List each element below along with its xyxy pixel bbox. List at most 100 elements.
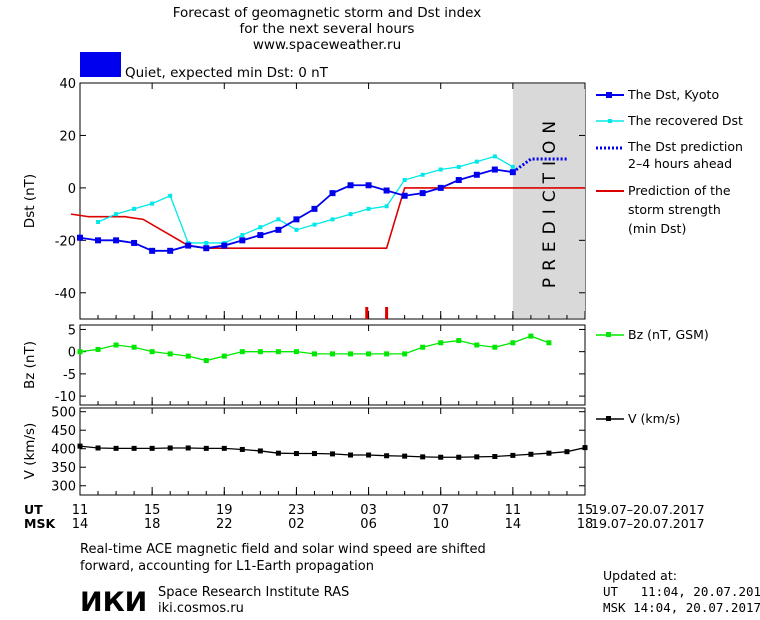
kyoto-dst-line <box>79 168 513 252</box>
recovered-dst-point <box>330 217 335 222</box>
bz-point <box>113 342 119 348</box>
recovered-dst-point <box>240 233 245 238</box>
kyoto-dst-point <box>113 237 120 244</box>
msk-tick-label: 10 <box>432 517 449 532</box>
ut-axis-label: UT <box>24 502 43 517</box>
recovered-dst-point <box>402 178 407 183</box>
kyoto-dst-point <box>401 192 408 199</box>
bz-line <box>79 335 550 362</box>
kyoto-dst-point <box>383 187 390 194</box>
legend-kyoto: The Dst, Kyoto <box>627 87 719 102</box>
bz-panel-frame <box>79 324 586 406</box>
bz-point <box>149 349 155 355</box>
status-text: Quiet, expected min Dst: 0 nT <box>125 65 329 81</box>
legend-bz: Bz (nT, GSM) <box>628 327 709 342</box>
ut-tick-label: 07 <box>432 503 449 518</box>
ut-tick-label: 19 <box>216 503 233 518</box>
prediction-label: PREDICTION <box>540 114 560 288</box>
bz-point <box>546 340 552 346</box>
v-point <box>275 450 281 456</box>
legend-storm-1: Prediction of the <box>628 183 731 198</box>
recovered-dst-point <box>96 219 101 224</box>
status-swatch <box>80 52 121 77</box>
bz-point <box>402 351 408 357</box>
bz-point <box>167 351 173 357</box>
legend-recovered: The recovered Dst <box>627 113 743 128</box>
v-point <box>528 451 534 457</box>
dst-plot <box>70 154 585 319</box>
legend-prediction-1: The Dst prediction <box>627 139 743 154</box>
dst-prediction-line <box>511 157 567 174</box>
kyoto-dst-point <box>239 237 246 244</box>
kyoto-dst-point <box>167 247 174 254</box>
recovered-dst-line <box>97 155 514 244</box>
v-point <box>221 445 227 451</box>
recovered-dst-point <box>384 204 389 209</box>
institute-url[interactable]: iki.cosmos.ru <box>158 601 244 616</box>
kyoto-dst-point <box>203 245 210 252</box>
bz-point <box>131 344 137 350</box>
legend: The Dst, Kyoto The recovered Dst The Dst… <box>596 87 743 426</box>
bz-point <box>438 340 444 346</box>
prediction-region <box>512 84 585 318</box>
dst-panel-frame <box>79 82 586 320</box>
ut-date-range: 19.07–20.07.2017 <box>591 502 705 517</box>
v-point <box>456 454 462 460</box>
recovered-dst-point <box>348 212 353 217</box>
y-tick-label: -10 <box>55 390 76 405</box>
kyoto-dst-point <box>131 239 138 246</box>
kyoto-dst-point <box>185 242 192 249</box>
kyoto-dst-point <box>275 226 282 233</box>
legend-storm-3: (min Dst) <box>628 221 686 236</box>
msk-tick-label: 06 <box>360 517 377 532</box>
v-point <box>203 445 209 451</box>
msk-date-range: 19.07–20.07.2017 <box>591 516 705 531</box>
bz-point <box>77 349 83 355</box>
bz-point <box>221 353 227 359</box>
bz-point <box>311 351 317 357</box>
kyoto-dst-point <box>419 190 426 197</box>
kyoto-dst-point <box>221 242 228 249</box>
footer-note-1: Real-time ACE magnetic field and solar w… <box>80 542 486 557</box>
ut-tick-label: 15 <box>144 503 161 518</box>
bz-plot <box>77 333 552 364</box>
y-tick-label: 400 <box>51 443 76 458</box>
bz-point <box>185 353 191 359</box>
msk-tick-label: 22 <box>216 517 233 532</box>
v-point <box>149 445 155 451</box>
legend-v-marker <box>606 416 611 421</box>
bz-point <box>474 342 480 348</box>
v-point <box>474 454 480 460</box>
y-tick-label: 500 <box>51 406 76 421</box>
y-tick-label: 0 <box>68 346 76 361</box>
kyoto-dst-point <box>491 166 498 173</box>
y-tick-label: 300 <box>51 480 76 495</box>
v-point <box>131 445 137 451</box>
bz-point <box>420 344 426 350</box>
y-tick-label: -40 <box>55 287 76 302</box>
bz-axis-label: Bz (nT) <box>22 341 38 389</box>
legend-recovered-marker <box>608 119 612 123</box>
legend-v: V (km/s) <box>628 411 680 426</box>
v-point <box>293 451 299 457</box>
v-point <box>564 449 570 455</box>
recovered-dst-point <box>204 240 209 245</box>
bz-point <box>510 340 516 346</box>
ut-tick-label: 23 <box>288 503 305 518</box>
kyoto-dst-point <box>149 247 156 254</box>
y-tick-label: 40 <box>59 77 76 92</box>
bz-point <box>257 349 263 355</box>
recovered-dst-point <box>168 193 173 198</box>
updated-msk: MSK 14:04, 20.07.2017 <box>603 600 760 615</box>
legend-storm-2: storm strength <box>628 202 721 217</box>
ut-tick-label: 11 <box>505 503 522 518</box>
v-point <box>438 454 444 460</box>
legend-kyoto-marker <box>606 92 612 98</box>
v-point <box>420 454 426 460</box>
recovered-dst-point <box>312 222 317 227</box>
bz-point <box>528 333 534 339</box>
recovered-dst-point <box>366 206 371 211</box>
msk-tick-label: 14 <box>72 517 89 532</box>
ut-tick-label: 03 <box>360 503 377 518</box>
